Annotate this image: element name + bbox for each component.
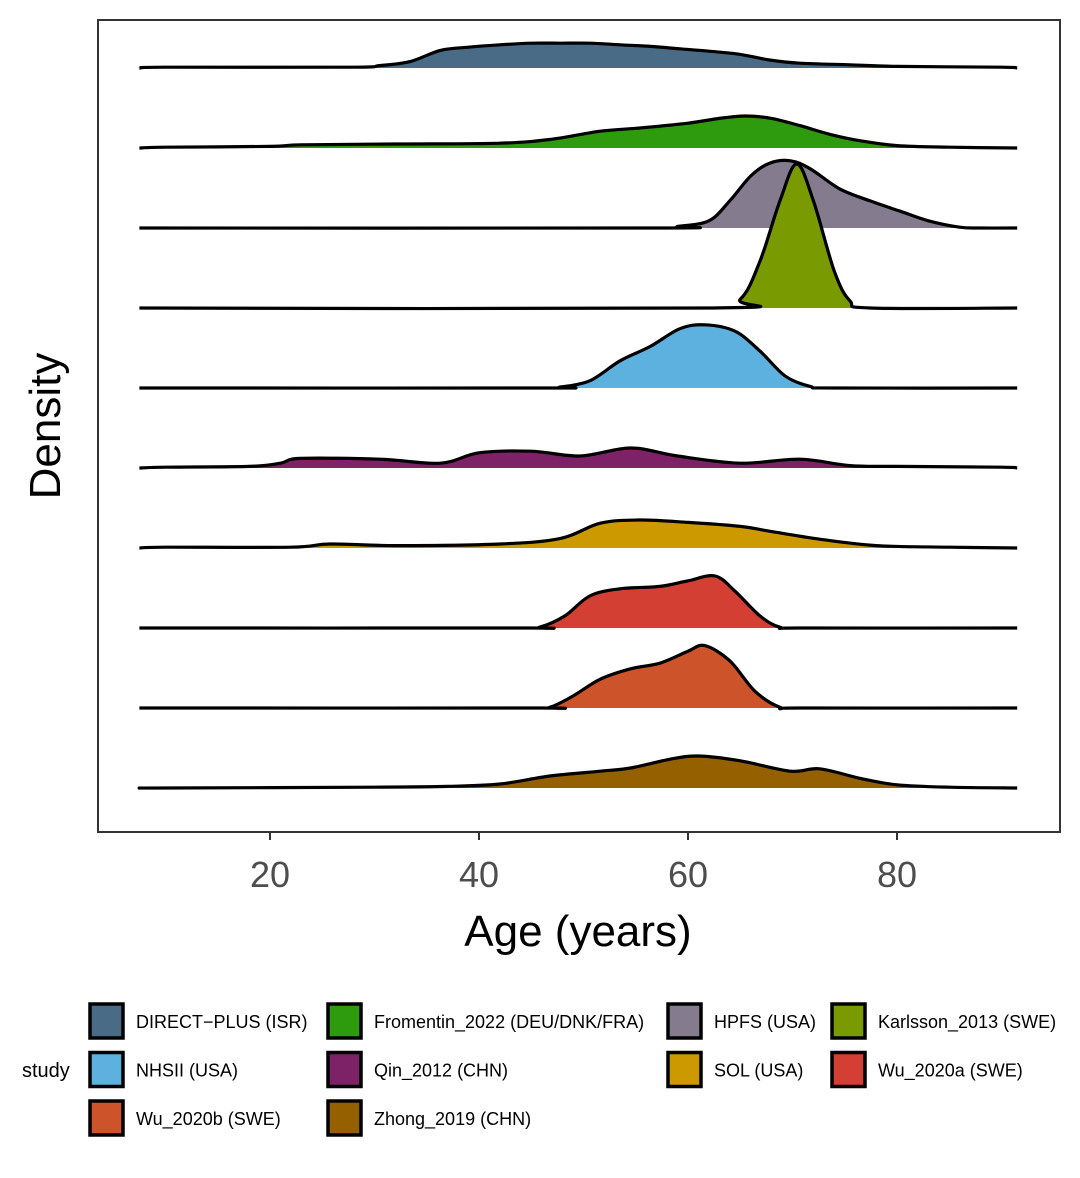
ridge-fill — [139, 755, 1018, 789]
ridge-line — [139, 446, 1018, 470]
legend-key — [326, 1002, 363, 1040]
legend-label: Wu_2020b (SWE) — [136, 1109, 281, 1130]
legend-item: DIRECT−PLUS (ISR) — [88, 1002, 308, 1040]
ridge-line — [137, 754, 1018, 790]
legend-item: Wu_2020a (SWE) — [830, 1050, 1023, 1089]
legend-key — [830, 1002, 867, 1040]
legend-item: HPFS (USA) — [666, 1002, 816, 1040]
ridge-fill — [139, 43, 1018, 68]
x-tick-label: 40 — [459, 854, 499, 895]
ridge-line — [139, 162, 1018, 311]
ridge-6 — [139, 518, 1018, 550]
legend-key — [88, 1099, 125, 1137]
legend-title: study — [22, 1060, 70, 1082]
ridge-4 — [139, 323, 1018, 390]
legend-label: HPFS (USA) — [714, 1012, 816, 1032]
ridge-8 — [139, 643, 1018, 711]
y-axis-title: Density — [21, 353, 70, 500]
legend-item: SOL (USA) — [666, 1050, 803, 1089]
ridge-fill — [139, 324, 1018, 389]
ridge-2 — [139, 158, 1018, 230]
ridge-7 — [139, 574, 1018, 630]
legend-label: Zhong_2019 (CHN) — [374, 1109, 531, 1130]
legend-item: Karlsson_2013 (SWE) — [830, 1002, 1056, 1040]
ridge-1 — [139, 114, 1018, 150]
legend-item: NHSII (USA) — [88, 1050, 238, 1089]
legend-label: Karlsson_2013 (SWE) — [878, 1012, 1056, 1033]
ridge-line — [139, 158, 1018, 230]
ridge-fill — [139, 116, 1018, 148]
ridge-fill — [139, 575, 1018, 629]
ridge-line — [139, 518, 1018, 550]
ridges — [137, 41, 1018, 790]
ridge-fill — [139, 519, 1018, 548]
panel-border — [97, 19, 1061, 833]
ridge-line — [139, 643, 1018, 711]
ridge-fill — [139, 645, 1018, 709]
legend-item: Fromentin_2022 (DEU/DNK/FRA) — [326, 1002, 644, 1040]
x-axis-title: Age (years) — [464, 907, 691, 956]
ridge-fill — [139, 164, 1018, 309]
legend-key — [88, 1050, 125, 1089]
legend-item: Qin_2012 (CHN) — [326, 1050, 508, 1089]
legend-key — [666, 1002, 703, 1040]
legend-key — [326, 1099, 363, 1137]
x-axis: 20 40 60 80 — [250, 832, 917, 895]
legend-key — [830, 1050, 867, 1089]
legend-item: Wu_2020b (SWE) — [88, 1099, 281, 1137]
ridge-fill — [139, 160, 1018, 229]
legend: study DIRECT−PLUS (ISR) Fromentin_2022 (D… — [22, 1002, 1056, 1137]
ridge-0 — [138, 41, 1018, 70]
legend-label: Qin_2012 (CHN) — [374, 1061, 508, 1082]
legend-label: Fromentin_2022 (DEU/DNK/FRA) — [374, 1012, 644, 1033]
ridge-fill — [139, 448, 1018, 468]
ridge-3 — [139, 162, 1018, 311]
legend-label: NHSII (USA) — [136, 1061, 238, 1081]
legend-key — [666, 1050, 703, 1089]
legend-label: SOL (USA) — [714, 1061, 803, 1081]
legend-label: DIRECT−PLUS (ISR) — [136, 1012, 308, 1032]
legend-label: Wu_2020a (SWE) — [878, 1061, 1023, 1082]
ridge-line — [139, 323, 1018, 390]
ridge-line — [139, 574, 1018, 630]
x-tick-label: 60 — [668, 854, 708, 895]
x-tick-label: 20 — [250, 854, 290, 895]
ridge-9 — [137, 754, 1018, 790]
ridge-line — [139, 114, 1018, 150]
legend-key — [326, 1050, 363, 1089]
ridge-5 — [139, 446, 1018, 470]
x-tick-label: 80 — [877, 854, 917, 895]
legend-item: Zhong_2019 (CHN) — [326, 1099, 531, 1137]
ridge-line — [138, 41, 1018, 70]
legend-key — [88, 1002, 125, 1040]
